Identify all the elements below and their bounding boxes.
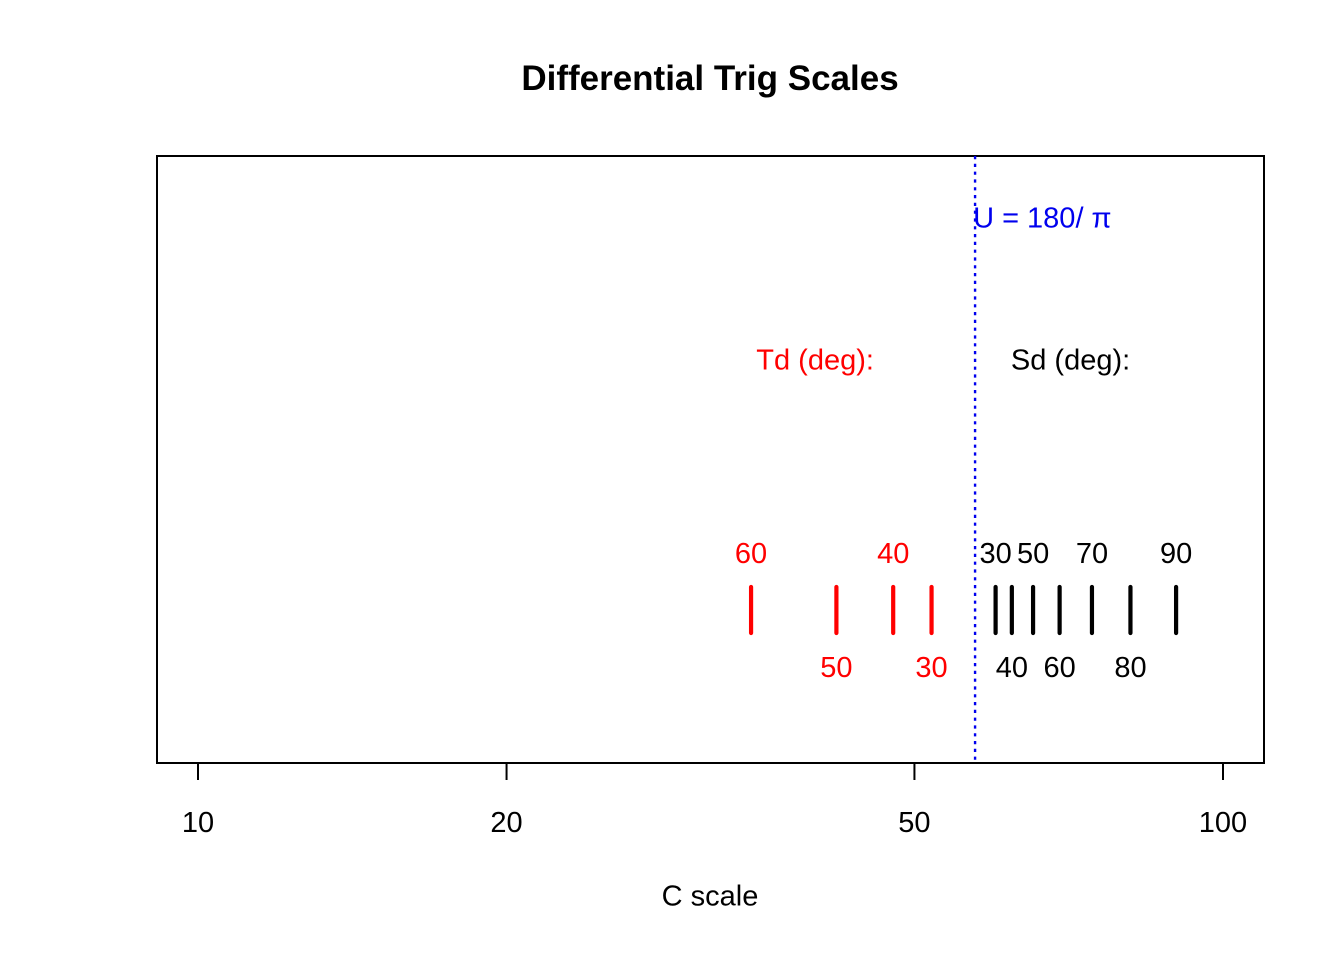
plot-title: Differential Trig Scales — [521, 59, 899, 98]
sd-series-label: Sd (deg): — [1010, 344, 1131, 377]
td-scale-tick-label: 60 — [735, 538, 767, 570]
td-scale-tick-label: 30 — [915, 652, 947, 684]
td-scale-tick-label: 50 — [820, 652, 852, 684]
sd-scale-tick-label: 50 — [1017, 538, 1049, 570]
x-axis-title: C scale — [661, 880, 759, 913]
x-axis-tick-label: 10 — [182, 807, 214, 839]
sd-scale-tick-label: 30 — [979, 538, 1011, 570]
sd-scale-tick-label: 40 — [996, 652, 1028, 684]
td-series-label: Td (deg): — [756, 344, 874, 377]
td-scale-tick-label: 40 — [877, 538, 909, 570]
plot-box — [156, 155, 1265, 764]
x-axis-tick-label: 20 — [490, 807, 522, 839]
u-constant-label: U = 180/ π — [973, 202, 1112, 235]
sd-scale-tick-label: 80 — [1114, 652, 1146, 684]
x-axis-tick-label: 100 — [1199, 807, 1247, 839]
sd-scale-tick-label: 90 — [1160, 538, 1192, 570]
sd-scale-tick-label: 70 — [1076, 538, 1108, 570]
x-axis-tick-label: 50 — [898, 807, 930, 839]
sd-scale-tick-label: 60 — [1043, 652, 1075, 684]
